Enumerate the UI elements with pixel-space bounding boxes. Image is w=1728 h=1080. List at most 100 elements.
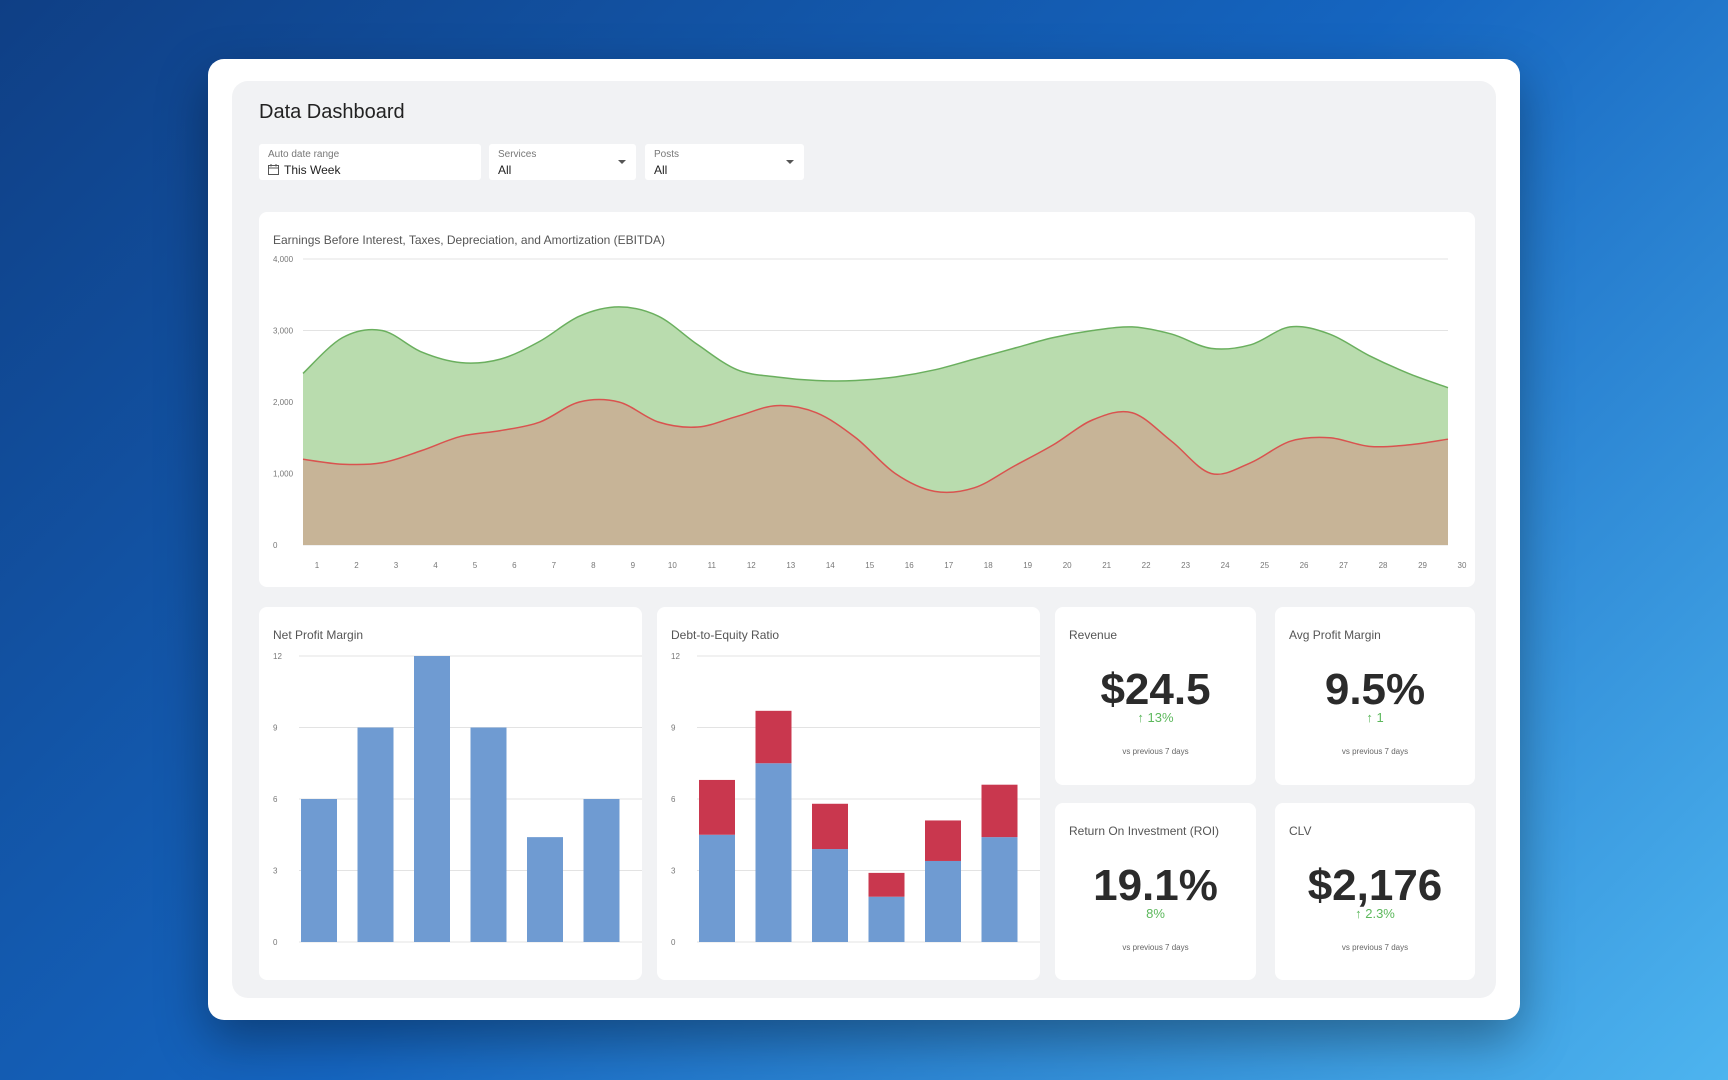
dashboard-window: Data Dashboard Auto date range This Week…: [208, 59, 1520, 1020]
kpi-comparison: vs previous 7 days: [1122, 943, 1189, 952]
debt-to-equity-card: Debt-to-Equity Ratio 0 3 6 9 12: [657, 607, 1040, 980]
kpi-change: 8%: [1146, 906, 1165, 921]
x-tick-label: 23: [1181, 561, 1190, 570]
debt-to-equity-title: Debt-to-Equity Ratio: [671, 628, 780, 642]
kpi-change: ↑ 2.3%: [1355, 906, 1395, 921]
bar: [527, 837, 563, 942]
services-filter[interactable]: Services All: [489, 144, 636, 180]
chevron-down-icon: [618, 160, 626, 164]
y-tick-label: 0: [671, 938, 676, 947]
x-tick-label: 27: [1339, 561, 1348, 570]
x-tick-label: 10: [668, 561, 677, 570]
posts-filter[interactable]: Posts All: [645, 144, 804, 180]
kpi-comparison: vs previous 7 days: [1341, 943, 1409, 952]
date-range-filter[interactable]: Auto date range This Week: [259, 144, 481, 180]
x-tick-label: 17: [944, 561, 953, 570]
bar-segment-red: [981, 784, 1018, 838]
x-tick-label: 29: [1418, 561, 1427, 570]
y-tick-label: 4,000: [273, 255, 294, 264]
net-profit-margin-bar-chart: 0 3 6 9 12: [273, 652, 642, 947]
bar: [357, 727, 394, 942]
y-tick-label: 6: [671, 795, 676, 804]
x-tick-label: 6: [512, 561, 517, 570]
kpi-card-revenue: Revenue $24.5 ↑ 13% vs previous 7 days: [1055, 607, 1256, 785]
x-tick-label: 1: [315, 561, 320, 570]
kpi-change: ↑ 13%: [1137, 710, 1174, 725]
x-tick-label: 4: [433, 561, 438, 570]
bar-segment-red: [925, 820, 961, 861]
y-tick-label: 12: [671, 652, 680, 661]
net-profit-margin-card: Net Profit Margin 0 3 6 9 12: [259, 607, 642, 980]
kpi-value: $24.5: [1100, 665, 1211, 714]
y-tick-label: 6: [273, 795, 278, 804]
services-label: Services: [498, 149, 537, 160]
x-tick-label: 15: [865, 561, 874, 570]
x-tick-label: 20: [1063, 561, 1072, 570]
x-tick-label: 21: [1102, 561, 1111, 570]
kpi-title: Return On Investment (ROI): [1069, 824, 1220, 838]
ebitda-chart-card: Earnings Before Interest, Taxes, Depreci…: [259, 212, 1475, 587]
net-profit-margin-title: Net Profit Margin: [273, 628, 364, 642]
bar-segment-blue: [755, 763, 792, 942]
bar-segment-red: [868, 872, 905, 897]
posts-label: Posts: [654, 149, 680, 160]
bar: [301, 799, 337, 942]
x-tick-label: 2: [354, 561, 359, 570]
bar-segment-blue: [812, 849, 848, 942]
y-tick-label: 12: [273, 652, 282, 661]
x-tick-label: 11: [708, 561, 717, 570]
x-tick-label: 19: [1023, 561, 1032, 570]
y-tick-label: 0: [273, 938, 278, 947]
y-tick-label: 1,000: [273, 470, 294, 479]
x-tick-label: 25: [1260, 561, 1269, 570]
area-series-line: [302, 306, 1449, 389]
kpi-title: Avg Profit Margin: [1289, 628, 1381, 642]
y-tick-label: 3: [273, 867, 278, 876]
bar-segment-blue: [699, 834, 735, 942]
bar: [414, 656, 450, 942]
x-tick-label: 14: [826, 561, 835, 570]
x-tick-label: 8: [591, 561, 596, 570]
kpi-card-avg-profit-margin: Avg Profit Margin 9.5% ↑ 1 vs previous 7…: [1275, 607, 1475, 785]
bar-segment-blue: [925, 860, 961, 942]
debt-to-equity-bar-chart: 0 3 6 9 12: [671, 652, 1040, 947]
ebitda-chart-title: Earnings Before Interest, Taxes, Depreci…: [273, 233, 665, 247]
bar-segment-blue: [981, 837, 1018, 942]
kpi-title: Revenue: [1069, 628, 1118, 642]
x-tick-label: 13: [786, 561, 795, 570]
kpi-value: 9.5%: [1324, 665, 1426, 714]
x-tick-label: 5: [473, 561, 478, 570]
date-range-value: This Week: [284, 163, 341, 177]
area-series-fill: [303, 399, 1448, 545]
kpi-value: 19.1%: [1093, 861, 1218, 910]
x-tick-label: 9: [631, 561, 636, 570]
x-tick-label: 16: [905, 561, 914, 570]
x-tick-label: 30: [1458, 561, 1467, 570]
posts-value: All: [654, 163, 668, 177]
bar-segment-red: [755, 710, 792, 764]
kpi-card-roi: Return On Investment (ROI) 19.1% 8% vs p…: [1055, 803, 1256, 980]
area-series-line: [302, 398, 1449, 494]
x-tick-label: 28: [1379, 561, 1388, 570]
kpi-card-clv: CLV $2,176 ↑ 2.3% vs previous 7 days: [1275, 803, 1475, 980]
y-tick-label: 0: [273, 541, 278, 550]
kpi-comparison: vs previous 7 days: [1122, 747, 1189, 756]
services-value: All: [498, 163, 512, 177]
page-title: Data Dashboard: [259, 101, 405, 123]
x-tick-label: 26: [1300, 561, 1309, 570]
chevron-down-icon: [786, 160, 794, 164]
dashboard-panel: Data Dashboard Auto date range This Week…: [232, 81, 1496, 998]
bar-segment-red: [812, 803, 848, 850]
bar-segment-red: [699, 779, 735, 835]
kpi-change: ↑ 1: [1366, 710, 1384, 725]
y-tick-label: 9: [273, 724, 278, 733]
y-tick-label: 3,000: [273, 327, 294, 336]
kpi-comparison: vs previous 7 days: [1341, 747, 1409, 756]
x-tick-label: 7: [552, 561, 557, 570]
kpi-title: CLV: [1289, 824, 1312, 838]
y-tick-label: 9: [671, 724, 676, 733]
x-tick-label: 12: [747, 561, 756, 570]
x-tick-label: 3: [394, 561, 399, 570]
x-tick-label: 18: [984, 561, 993, 570]
